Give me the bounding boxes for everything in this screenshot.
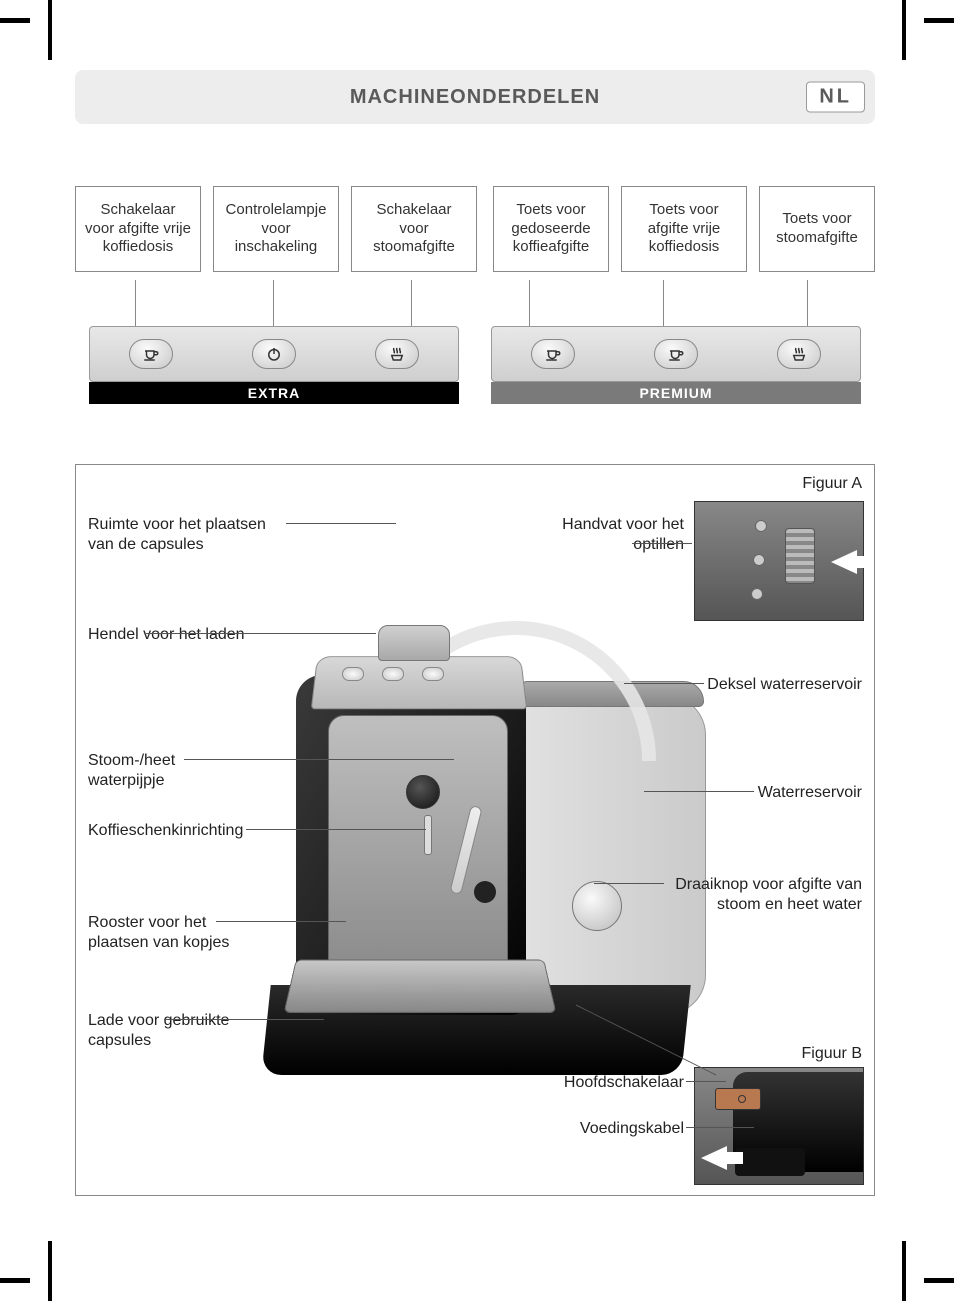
lead-line	[632, 543, 692, 544]
lead-line	[624, 683, 704, 684]
callout-capsule-slot: Ruimte voor het plaatsen van de capsules	[88, 515, 288, 555]
crop-mark	[924, 1278, 954, 1283]
extra-labels: Schakelaar voor afgifte vrije koffiedosi…	[75, 186, 477, 272]
cup-icon	[531, 339, 575, 369]
lead-line	[686, 1127, 754, 1128]
label-premium-1: Toets voor gedoseerde koffieafgifte	[493, 186, 609, 272]
callout-tank-lid: Deksel waterreservoir	[682, 675, 862, 695]
figure-b-label: Figuur B	[802, 1045, 862, 1063]
panel-labels-row: Schakelaar voor afgifte vrije koffiedosi…	[75, 186, 875, 272]
crop-mark	[902, 1241, 906, 1301]
callout-used-capsule-drawer: Lade voor gebruikte capsules	[88, 1011, 268, 1051]
steam-icon	[375, 339, 419, 369]
cup-icon	[129, 339, 173, 369]
label-premium-3: Toets voor stoomafgifte	[759, 186, 875, 272]
crop-mark	[48, 1241, 52, 1301]
model-tag-premium: PREMIUM	[491, 382, 861, 404]
connector-line	[273, 280, 274, 328]
callout-steam-pipe: Stoom-/heet waterpijpje	[88, 751, 248, 791]
label-extra-3: Schakelaar voor stoomafgifte	[351, 186, 477, 272]
connector-line	[135, 280, 136, 328]
premium-labels: Toets voor gedoseerde koffieafgifte Toet…	[493, 186, 875, 272]
lead-line	[594, 883, 664, 884]
callout-coffee-spout: Koffieschenkinrichting	[88, 821, 268, 841]
crop-mark	[0, 18, 30, 23]
power-icon	[252, 339, 296, 369]
steam-icon	[777, 339, 821, 369]
lead-line	[146, 633, 376, 634]
connector-line	[529, 280, 530, 328]
crop-mark	[902, 0, 906, 60]
diagram-box: Figuur A Figuur B	[75, 464, 875, 1196]
figure-a-label: Figuur A	[802, 475, 862, 493]
crop-mark	[0, 1278, 30, 1283]
lead-line	[686, 1081, 726, 1082]
language-badge: NL	[806, 82, 865, 113]
connector-line	[663, 280, 664, 328]
panel-premium	[491, 326, 861, 382]
page: MACHINEONDERDELEN NL Schakelaar voor afg…	[75, 70, 875, 1196]
cup-icon	[654, 339, 698, 369]
lead-line	[644, 791, 754, 792]
panel-extra	[89, 326, 459, 382]
connector-line	[807, 280, 808, 328]
lead-line	[246, 829, 426, 830]
lead-line	[216, 921, 346, 922]
model-tag-extra: EXTRA	[89, 382, 459, 404]
callout-loading-lever: Hendel voor het laden	[88, 625, 248, 645]
panels-row: EXTRA PREMIUM	[75, 280, 875, 404]
page-title: MACHINEONDERDELEN	[350, 86, 600, 109]
arrow-icon	[701, 1146, 727, 1170]
label-premium-2: Toets voor afgifte vrije koffiedosis	[621, 186, 747, 272]
machine-illustration	[256, 595, 696, 1075]
crop-mark	[924, 18, 954, 23]
callout-water-tank: Waterreservoir	[712, 783, 862, 803]
lead-line	[164, 1019, 324, 1020]
connector-line	[411, 280, 412, 328]
callout-power-cord: Voedingskabel	[524, 1119, 684, 1139]
label-extra-1: Schakelaar voor afgifte vrije koffiedosi…	[75, 186, 201, 272]
lead-line	[286, 523, 396, 524]
callout-cup-grid: Rooster voor het plaatsen van kopjes	[88, 913, 268, 953]
inset-figure-b	[694, 1067, 864, 1185]
arrow-icon	[831, 550, 857, 574]
callout-main-switch: Hoofdschakelaar	[524, 1073, 684, 1093]
header-bar: MACHINEONDERDELEN NL	[75, 70, 875, 124]
crop-mark	[48, 0, 52, 60]
lead-line	[184, 759, 454, 760]
inset-figure-a	[694, 501, 864, 621]
label-extra-2: Controlelampje voor inschakeling	[213, 186, 339, 272]
callout-steam-knob: Draaiknop voor afgifte van stoom en heet…	[652, 875, 862, 915]
callout-lift-handle: Handvat voor het optillen	[534, 515, 684, 555]
